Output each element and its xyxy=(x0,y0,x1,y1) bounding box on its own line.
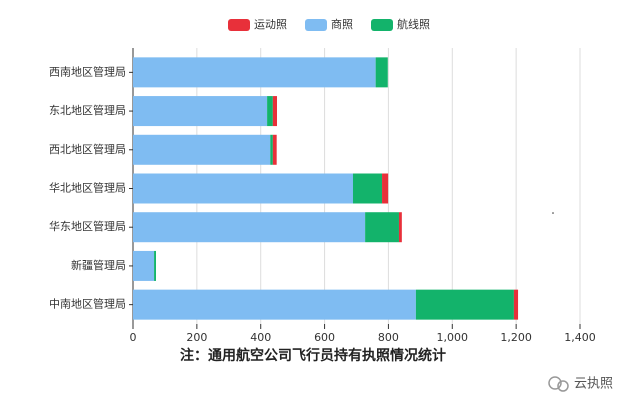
legend-label: 运动照 xyxy=(254,18,287,31)
y-tick-label: 西南地区管理局 xyxy=(49,64,126,78)
x-tick-label: 0 xyxy=(130,331,137,344)
x-tick-label: 1,400 xyxy=(564,331,596,344)
annotation: 注：通用航空公司飞行员持有执照情况统计 xyxy=(180,347,446,364)
x-tick-label: 600 xyxy=(314,331,335,344)
y-tick-label: 中南地区管理局 xyxy=(49,297,126,311)
dot xyxy=(552,212,554,214)
bar-segment xyxy=(133,134,271,165)
bar-segment xyxy=(398,212,402,243)
bar-segment xyxy=(133,57,376,88)
bar-segment xyxy=(133,212,366,243)
bar-segment xyxy=(513,289,519,320)
bar-segment xyxy=(415,289,514,320)
legend-swatch xyxy=(371,19,393,31)
y-tick-label: 西北地区管理局 xyxy=(49,142,126,156)
bar-segment xyxy=(133,173,353,204)
legend-swatch xyxy=(228,19,250,31)
legend-swatch xyxy=(305,19,327,31)
bar-segment xyxy=(270,134,273,165)
bar-segment xyxy=(272,134,277,165)
bar-segment xyxy=(267,96,273,127)
legend-label: 航线照 xyxy=(397,17,430,31)
x-tick-label: 1,200 xyxy=(500,331,532,344)
bar-segment xyxy=(375,57,388,88)
bar-segment xyxy=(133,96,268,127)
watermark-icon xyxy=(548,376,569,392)
y-tick-label: 东北地区管理局 xyxy=(49,103,126,117)
y-tick-label: 华北地区管理局 xyxy=(49,181,126,195)
bar-segment xyxy=(154,250,156,281)
y-tick-label: 新疆管理局 xyxy=(71,258,126,272)
watermark: 云执照 xyxy=(574,377,613,392)
x-tick-label: 400 xyxy=(250,331,271,344)
bar-segment xyxy=(382,173,389,204)
x-tick-label: 1,000 xyxy=(437,331,469,344)
legend-label: 商照 xyxy=(331,17,353,31)
x-tick-label: 200 xyxy=(186,331,207,344)
bar-segment xyxy=(133,289,416,320)
bar-segment xyxy=(272,96,277,127)
x-tick-label: 800 xyxy=(378,331,399,344)
y-tick-label: 华东地区管理局 xyxy=(49,219,126,233)
bar-segment xyxy=(352,173,383,204)
bar-segment xyxy=(365,212,399,243)
bar-segment xyxy=(133,250,155,281)
